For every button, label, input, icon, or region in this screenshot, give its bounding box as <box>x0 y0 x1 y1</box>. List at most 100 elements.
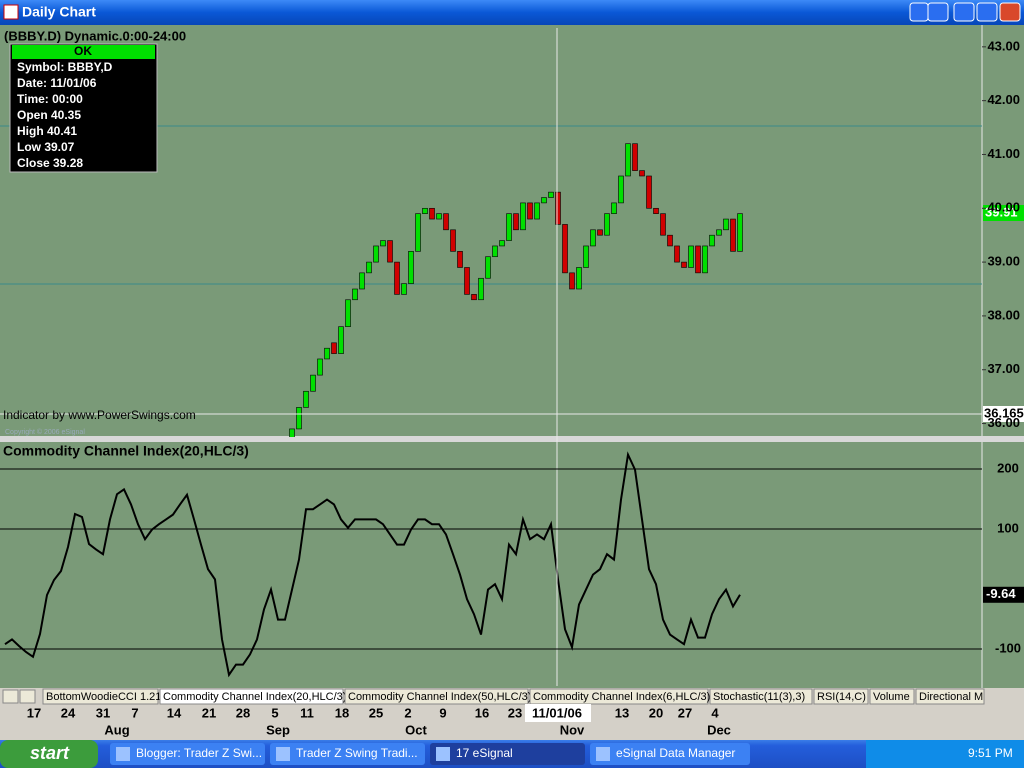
task-button[interactable] <box>590 743 750 765</box>
tab[interactable] <box>42 688 159 705</box>
date-label: 18 <box>335 705 349 720</box>
candle <box>702 245 708 274</box>
task-label: Trader Z Swing Tradi... <box>296 746 418 760</box>
candle <box>394 261 400 295</box>
task-button[interactable] <box>430 743 585 765</box>
time-labels: 17 24 31 7 14 21 28 5 11 18 25 2 9 16 23 11/01/06 13 20 27… <box>27 705 731 737</box>
candle <box>485 256 491 279</box>
copyright: Copyright © 2006 eSignal <box>5 428 85 436</box>
task-icon <box>116 747 130 761</box>
candle <box>520 202 526 231</box>
candle <box>317 358 323 376</box>
cci-line <box>4 451 741 678</box>
candle <box>611 202 617 214</box>
month-label: Nov <box>560 722 585 737</box>
last-price: 39.91 <box>985 204 1018 219</box>
task-items: Blogger: Trader Z Swi... Trader Z Swing T… <box>110 743 750 765</box>
tab[interactable] <box>344 688 529 705</box>
chart-area <box>0 25 1024 688</box>
tray <box>866 740 1024 768</box>
y-tick-label: 40.00 <box>987 200 1020 215</box>
tabs: BottomWoodieCCI 1.21 Commodity Channel In… <box>42 688 985 705</box>
date-label: 31 <box>96 705 110 720</box>
candle <box>576 267 582 290</box>
candle <box>625 143 631 177</box>
info-row: Time: 00:00 <box>17 92 83 106</box>
info-row: Symbol: BBBY,D <box>17 60 113 74</box>
info-status-bg <box>12 45 155 59</box>
tab-scroll-right[interactable] <box>19 689 36 704</box>
candle <box>562 224 568 274</box>
candle <box>555 191 561 225</box>
last-value-bg <box>983 586 1024 603</box>
candle <box>583 245 589 268</box>
cursor-price-bg <box>983 406 1024 422</box>
time-axis <box>0 705 1024 740</box>
month-label: Oct <box>405 722 427 737</box>
info-row: Low 39.07 <box>17 140 75 154</box>
task-icon <box>596 747 610 761</box>
cci-title: Commodity Channel Index(20,HLC/3) <box>3 443 249 459</box>
candle <box>590 229 596 247</box>
candle <box>387 240 393 263</box>
candle <box>674 245 680 263</box>
title-bar <box>0 0 1024 25</box>
last-price-bg <box>983 205 1024 221</box>
tab[interactable] <box>159 688 344 705</box>
close-button[interactable] <box>999 2 1021 22</box>
candle <box>716 229 722 236</box>
y-tick-label: 41.00 <box>987 146 1020 161</box>
candle <box>527 202 533 220</box>
tab[interactable] <box>915 688 985 705</box>
date-label: 9 <box>439 705 446 720</box>
candle <box>541 197 547 204</box>
date-label: 27 <box>678 705 692 720</box>
tab[interactable] <box>813 688 869 705</box>
date-label: 23 <box>508 705 522 720</box>
y-tick-label: 100 <box>997 520 1019 535</box>
date-label: 13 <box>615 705 629 720</box>
tab[interactable] <box>529 688 709 705</box>
candle <box>667 234 673 247</box>
cursor-price: 36.165 <box>984 405 1024 420</box>
tab[interactable] <box>709 688 813 705</box>
menu-button[interactable] <box>909 2 929 22</box>
date-label: 16 <box>475 705 489 720</box>
cursor-date-bg <box>525 704 591 722</box>
info-row: Date: 11/01/06 <box>17 76 97 90</box>
y-tick-label: 200 <box>997 460 1019 475</box>
task-button[interactable] <box>110 743 265 765</box>
restore-button[interactable] <box>927 2 949 22</box>
cci-plot <box>4 451 741 678</box>
candle <box>604 213 610 236</box>
candle <box>401 283 407 295</box>
maximize-button[interactable] <box>976 2 998 22</box>
candle <box>513 213 519 231</box>
y-tick-label: -100 <box>995 640 1021 655</box>
info-box <box>9 43 158 173</box>
candle <box>373 245 379 263</box>
candle <box>443 213 449 231</box>
clock: 9:51 PM <box>968 746 1013 760</box>
tab-label: Volume <box>873 691 910 703</box>
task-button[interactable] <box>270 743 425 765</box>
month-label: Sep <box>266 722 290 737</box>
tab-scroll-left[interactable] <box>2 689 19 704</box>
tab-label: BottomWoodieCCI 1.21 <box>46 691 161 703</box>
date-label: 20 <box>649 705 663 720</box>
task-label: 17 eSignal <box>456 746 513 760</box>
info-row: Open 40.35 <box>17 108 81 122</box>
date-label: 14 <box>167 705 182 720</box>
tab[interactable] <box>869 688 915 705</box>
minimize-button[interactable] <box>953 2 975 22</box>
candle <box>730 218 736 252</box>
tab-label: Commodity Channel Index(50,HLC/3) <box>348 691 531 703</box>
start-button[interactable] <box>0 740 98 768</box>
date-label: 7 <box>131 705 138 720</box>
candle <box>422 207 428 214</box>
candle <box>681 261 687 268</box>
month-label: Aug <box>104 722 129 737</box>
tab-label: Directional M <box>919 691 983 703</box>
candle <box>289 428 295 437</box>
